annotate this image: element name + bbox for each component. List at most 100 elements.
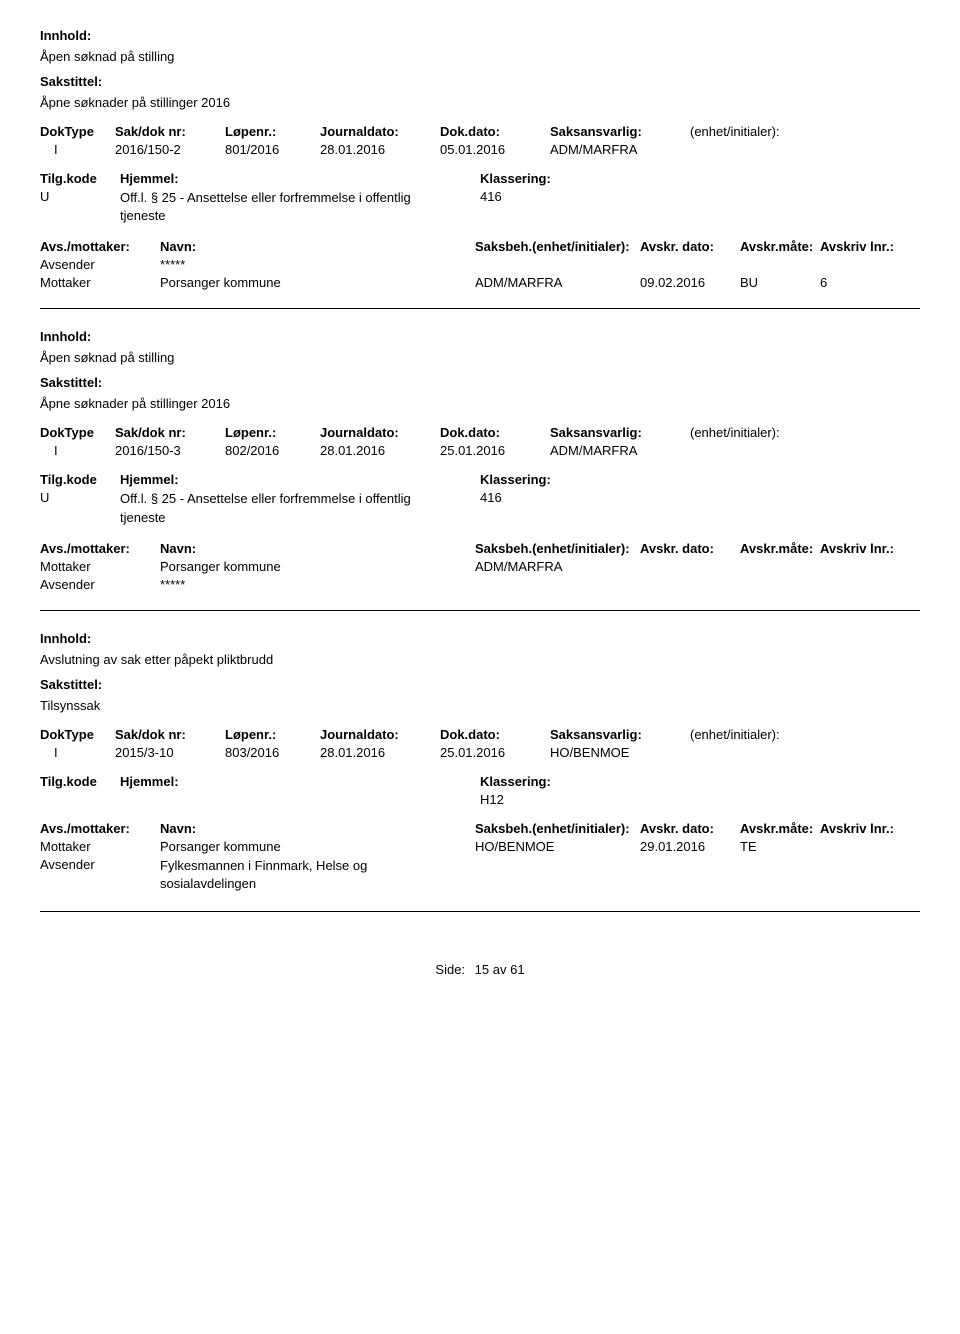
lopenr-label: Løpenr.:	[225, 425, 320, 440]
party-row: Mottaker Porsanger kommune ADM/MARFRA	[40, 559, 920, 574]
doktype-label: DokType	[40, 425, 115, 440]
hjemmel-header-row: Tilg.kode Hjemmel: Klassering:	[40, 472, 920, 490]
party-avskriv-lnr	[820, 857, 920, 893]
party-avskriv-lnr	[820, 577, 920, 592]
navn-label: Navn:	[160, 821, 475, 836]
enhet-label: (enhet/initialer):	[690, 425, 870, 440]
avskr-mate-label: Avskr.måte:	[740, 239, 820, 254]
party-saksbeh: HO/BENMOE	[475, 839, 640, 854]
enhet-value	[690, 443, 870, 458]
party-role: Avsender	[40, 577, 160, 592]
party-avskr-mate	[740, 559, 820, 574]
party-role: Avsender	[40, 257, 160, 272]
journaldato-value: 28.01.2016	[320, 142, 440, 157]
saksbeh-label: Saksbeh.(enhet/initialer):	[475, 541, 640, 556]
dokdato-value: 25.01.2016	[440, 745, 550, 760]
avskriv-lnr-label: Avskriv lnr.:	[820, 239, 920, 254]
sakdoknr-value: 2015/3-10	[115, 745, 225, 760]
dokdato-label: Dok.dato:	[440, 425, 550, 440]
divider	[40, 911, 920, 912]
page-total: 61	[510, 962, 524, 977]
meta-data-row: I 2016/150-2 801/2016 28.01.2016 05.01.2…	[40, 142, 920, 157]
sakstittel-label: Sakstittel:	[40, 375, 920, 390]
party-row: Avsender *****	[40, 577, 920, 592]
party-row: Mottaker Porsanger kommune ADM/MARFRA 09…	[40, 275, 920, 290]
party-avskriv-lnr	[820, 839, 920, 854]
party-avskr-mate: TE	[740, 839, 820, 854]
record: Innhold: Åpen søknad på stilling Sakstit…	[40, 329, 920, 591]
divider	[40, 610, 920, 611]
party-row: Mottaker Porsanger kommune HO/BENMOE 29.…	[40, 839, 920, 854]
lopenr-label: Løpenr.:	[225, 727, 320, 742]
saksansvarlig-label: Saksansvarlig:	[550, 124, 690, 139]
sakdoknr-label: Sak/dok nr:	[115, 124, 225, 139]
party-saksbeh	[475, 577, 640, 592]
klassering-value: 416	[480, 189, 900, 225]
party-avskr-mate	[740, 257, 820, 272]
journaldato-label: Journaldato:	[320, 124, 440, 139]
party-header-row: Avs./mottaker: Navn: Saksbeh.(enhet/init…	[40, 541, 920, 559]
sakstittel-text: Åpne søknader på stillinger 2016	[40, 396, 920, 411]
sakstittel-label: Sakstittel:	[40, 74, 920, 89]
sakstittel-text: Åpne søknader på stillinger 2016	[40, 95, 920, 110]
hjemmel-value: Off.l. § 25 - Ansettelse eller forfremme…	[120, 189, 440, 225]
party-avskr-mate: BU	[740, 275, 820, 290]
meta-header-row: DokType Sak/dok nr: Løpenr.: Journaldato…	[40, 727, 920, 745]
journaldato-value: 28.01.2016	[320, 745, 440, 760]
enhet-value	[690, 142, 870, 157]
hjemmel-label: Hjemmel:	[120, 774, 480, 789]
avskr-mate-label: Avskr.måte:	[740, 821, 820, 836]
enhet-label: (enhet/initialer):	[690, 124, 870, 139]
doktype-label: DokType	[40, 727, 115, 742]
party-avskriv-lnr	[820, 559, 920, 574]
hjemmel-data-row: H12	[40, 792, 920, 807]
journaldato-label: Journaldato:	[320, 425, 440, 440]
saksbeh-label: Saksbeh.(enhet/initialer):	[475, 821, 640, 836]
avskr-dato-label: Avskr. dato:	[640, 821, 740, 836]
dokdato-label: Dok.dato:	[440, 124, 550, 139]
party-avskr-dato	[640, 857, 740, 893]
tilgkode-value: U	[40, 189, 120, 225]
avskr-dato-label: Avskr. dato:	[640, 541, 740, 556]
hjemmel-label: Hjemmel:	[120, 472, 480, 487]
party-saksbeh: ADM/MARFRA	[475, 275, 640, 290]
avsmottaker-label: Avs./mottaker:	[40, 239, 160, 254]
hjemmel-data-row: U Off.l. § 25 - Ansettelse eller forfrem…	[40, 490, 920, 526]
meta-header-row: DokType Sak/dok nr: Løpenr.: Journaldato…	[40, 124, 920, 142]
doktype-value: I	[40, 142, 115, 157]
party-avskr-dato	[640, 577, 740, 592]
klassering-value: H12	[480, 792, 900, 807]
page-number: 15	[475, 962, 489, 977]
hjemmel-header-row: Tilg.kode Hjemmel: Klassering:	[40, 774, 920, 792]
sakstittel-label: Sakstittel:	[40, 677, 920, 692]
innhold-label: Innhold:	[40, 28, 920, 43]
journaldato-value: 28.01.2016	[320, 443, 440, 458]
doktype-value: I	[40, 745, 115, 760]
avskriv-lnr-label: Avskriv lnr.:	[820, 541, 920, 556]
lopenr-value: 802/2016	[225, 443, 320, 458]
party-avskr-dato: 29.01.2016	[640, 839, 740, 854]
party-role: Mottaker	[40, 839, 160, 854]
innhold-text: Åpen søknad på stilling	[40, 49, 920, 64]
party-avskr-dato	[640, 559, 740, 574]
hjemmel-label: Hjemmel:	[120, 171, 480, 186]
party-avskr-dato	[640, 257, 740, 272]
party-avskriv-lnr	[820, 257, 920, 272]
doktype-label: DokType	[40, 124, 115, 139]
party-header-row: Avs./mottaker: Navn: Saksbeh.(enhet/init…	[40, 821, 920, 839]
tilgkode-label: Tilg.kode	[40, 774, 120, 789]
enhet-label: (enhet/initialer):	[690, 727, 870, 742]
hjemmel-value	[120, 792, 440, 807]
party-row: Avsender *****	[40, 257, 920, 272]
klassering-label: Klassering:	[480, 171, 900, 186]
page-footer: Side: 15 av 61	[40, 962, 920, 977]
party-role: Avsender	[40, 857, 160, 893]
party-avskr-dato: 09.02.2016	[640, 275, 740, 290]
dokdato-value: 25.01.2016	[440, 443, 550, 458]
saksansvarlig-value: HO/BENMOE	[550, 745, 690, 760]
party-navn: Porsanger kommune	[160, 559, 475, 574]
innhold-text: Avslutning av sak etter påpekt pliktbrud…	[40, 652, 920, 667]
innhold-label: Innhold:	[40, 631, 920, 646]
lopenr-value: 801/2016	[225, 142, 320, 157]
avskr-dato-label: Avskr. dato:	[640, 239, 740, 254]
